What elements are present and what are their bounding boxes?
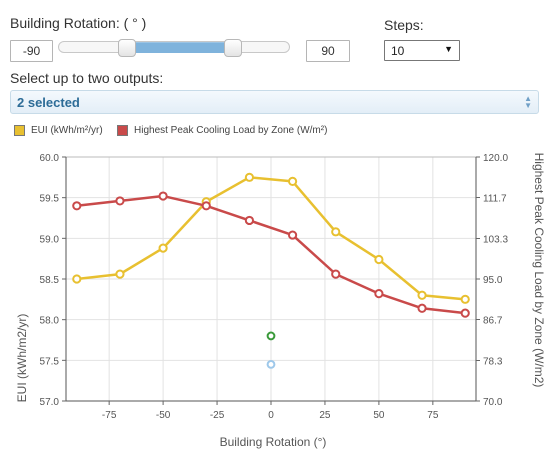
x-tick-label: -50 [156,410,171,421]
data-point-eui [417,290,427,300]
series-line-cooling-load [76,194,466,315]
data-point-eui [331,227,341,237]
triangle-down-icon: ▼ [444,44,453,54]
current-rotation-point [266,331,276,341]
y-right-tick-label: 111.7 [483,194,507,205]
y-right-tick-label: 103.3 [483,234,508,245]
data-point-eui [287,176,298,186]
current-rotation-point [266,360,276,369]
y-left-tick-label: 57.5 [40,356,60,367]
rotation-slider-range [127,42,233,53]
x-tick-label: 25 [319,410,331,421]
y-right-tick-label: 78.3 [483,356,503,367]
legend-label-eui: EUI (kWh/m²/yr) [31,125,103,136]
y-right-tick-label: 120.0 [483,153,508,164]
data-point-cooling-load [287,230,298,240]
x-axis-label: Building Rotation (°) [220,435,327,449]
x-tick-label: 0 [268,410,274,421]
y-left-tick-label: 58.5 [40,275,60,286]
up-down-arrows-icon: ▲ ▼ [524,94,532,110]
x-tick-label: 75 [427,410,439,421]
data-point-eui [374,254,384,265]
data-point-cooling-load [460,308,470,318]
y-left-tick-label: 59.5 [40,194,60,205]
data-point-cooling-load [374,289,384,299]
y-left-tick-label: 59.0 [40,234,60,245]
data-point-eui [72,274,82,284]
y-right-tick-label: 86.7 [483,316,503,327]
y-left-tick-label: 60.0 [40,153,60,164]
data-point-cooling-load [158,191,168,201]
x-tick-label: -25 [210,410,225,421]
x-tick-label: -75 [102,410,117,421]
series-line-eui [76,176,466,301]
steps-select[interactable]: 10 ▼ [384,40,460,61]
steps-label: Steps: [384,17,424,33]
data-point-cooling-load [331,269,341,279]
data-point-cooling-load [244,215,255,226]
x-tick-label: 50 [373,410,385,421]
data-point-cooling-load [201,201,211,211]
rotation-slider-high-handle[interactable] [224,39,242,57]
data-point-cooling-load [417,303,427,313]
outputs-multiselect[interactable]: 2 selected ▲ ▼ [10,90,539,114]
rotation-slider-low-handle[interactable] [118,39,136,57]
legend-swatch-cooling-load [117,125,128,136]
y-right-tick-label: 70.0 [483,397,503,408]
data-point-eui [460,294,470,304]
rotation-label: Building Rotation: ( ° ) [10,15,147,31]
data-point-eui [115,269,125,279]
data-point-cooling-load [72,201,82,211]
y-right-tick-label: 95.0 [483,275,503,286]
rotation-min-input[interactable] [10,40,53,62]
y-axis-left-label: EUI (kWh/m2/yr) [15,314,29,403]
data-point-eui [158,243,168,253]
y-left-tick-label: 57.0 [40,397,60,408]
y-left-tick-label: 58.0 [40,316,60,327]
legend-swatch-eui [14,125,25,136]
outputs-label: Select up to two outputs: [10,70,164,86]
data-point-cooling-load [115,196,125,206]
steps-value: 10 [391,44,405,58]
y-axis-right-label: Highest Peak Cooling Load by Zone (W/m2) [532,153,546,388]
rotation-max-input[interactable] [306,40,350,62]
outputs-selected-value: 2 selected [17,95,80,110]
legend-label-cooling-load: Highest Peak Cooling Load by Zone (W/m²) [134,125,328,136]
data-point-eui [244,172,255,182]
